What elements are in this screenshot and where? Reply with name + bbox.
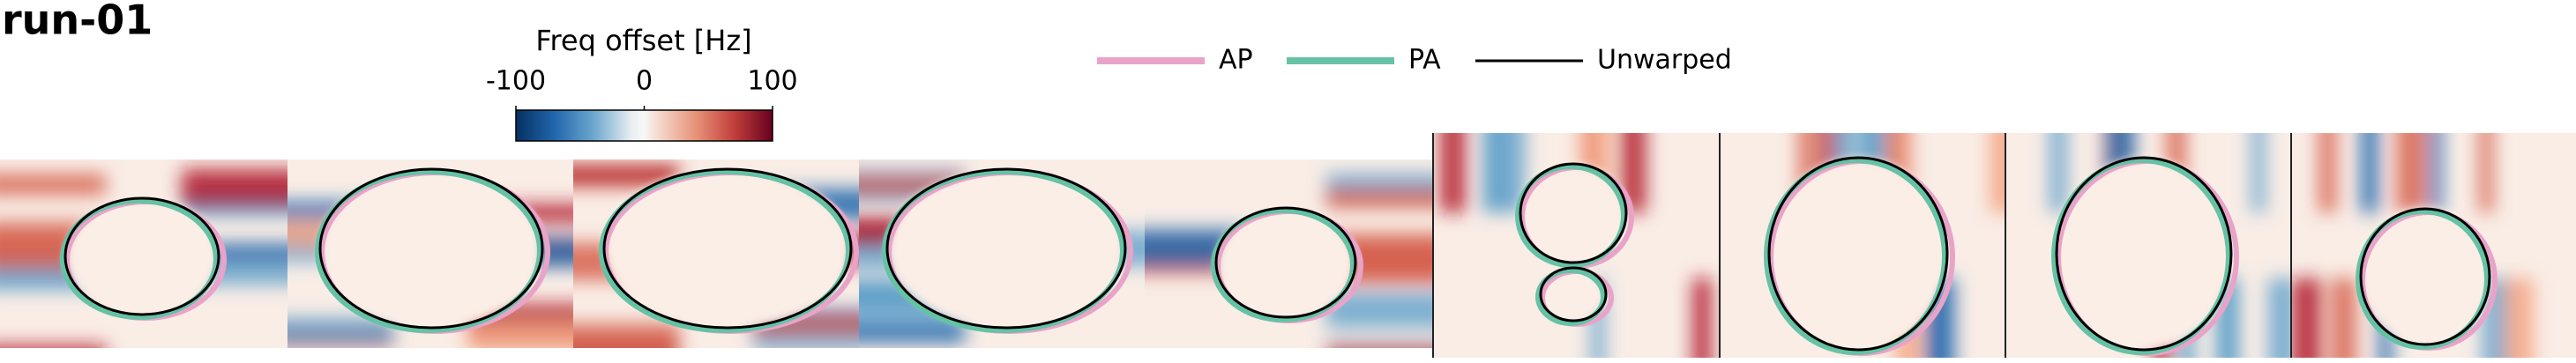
texture [0,174,106,196]
texture [1990,133,2005,212]
contour [599,169,851,333]
contour [2359,207,2491,346]
contour [63,196,220,316]
contour [2356,209,2490,350]
fieldmap-panel [573,159,859,348]
colorbar-tick-label: 0 [636,66,653,97]
texture [2049,133,2067,212]
panels [0,133,2576,358]
fieldmap-panel [2005,133,2290,358]
panel-image [859,159,1145,348]
texture [1326,345,1432,348]
fieldmap-panel [1432,133,1719,358]
contour [2051,158,2231,355]
contour [885,167,1127,330]
texture [182,168,287,206]
contour [882,169,1125,333]
contour [1539,266,1608,322]
texture [2396,133,2426,212]
legend-label: PA [1408,45,1441,76]
contour [1214,206,1357,319]
fieldmap-panel [2290,133,2576,358]
colorbar-label: Freq offset [Hz] [535,24,751,57]
contour [602,167,853,330]
brain-fill [2057,158,2231,350]
texture [859,325,965,344]
contour [2055,156,2233,352]
panel-image [573,159,859,348]
texture [2505,278,2534,358]
brain-fill [1520,164,1626,263]
brain-fill [320,169,542,328]
texture [1439,133,1466,212]
legend-label: Unwarped [1597,45,1732,76]
texture [2290,278,2321,358]
contour [315,169,542,333]
texture [573,323,679,348]
texture [2331,278,2356,358]
brain-fill [1541,268,1606,321]
panel-image [2005,133,2290,358]
contour [1519,162,1628,264]
panel-image [2290,133,2576,358]
texture [1326,188,1432,209]
fieldmap-panel [0,159,287,348]
texture [467,322,573,348]
contour [318,167,544,330]
texture [0,344,106,348]
panel-image [287,159,573,348]
colorbar-tick-label: -100 [486,66,546,97]
brain-fill [1216,208,1355,317]
texture [2360,133,2379,212]
brain-fill [65,198,219,315]
texture [1496,133,1510,212]
fieldmap-panel [287,159,573,348]
contour [1515,164,1626,268]
texture [1691,278,1712,358]
texture [2251,133,2266,212]
fieldmap-panel [1719,133,2005,358]
panel-image [0,159,287,348]
panel-image [1432,133,1719,358]
colorbar-tick-label: 100 [747,66,797,97]
figure-title: run-01 [2,0,153,44]
contour [1535,268,1606,326]
legend: AP PA Unwarped [1097,45,1732,76]
contour [1211,208,1355,322]
contour [1767,156,1949,352]
texture [1326,341,1432,348]
panel-image [1145,159,1432,348]
contour [60,198,219,320]
fieldmap-panel [859,159,1145,348]
brain-fill [887,169,1125,328]
fieldmap-panel [1145,159,1432,348]
brain-fill [604,169,851,328]
texture [2318,133,2337,212]
contour [1764,158,1947,355]
panel-image [1719,133,2005,358]
texture [2479,133,2494,212]
colorbar [515,109,773,142]
brain-fill [2361,209,2490,344]
texture [2267,278,2290,358]
brain-fill [1769,158,1947,350]
texture [2429,133,2442,212]
legend-label: AP [1219,45,1253,76]
texture [573,167,679,183]
